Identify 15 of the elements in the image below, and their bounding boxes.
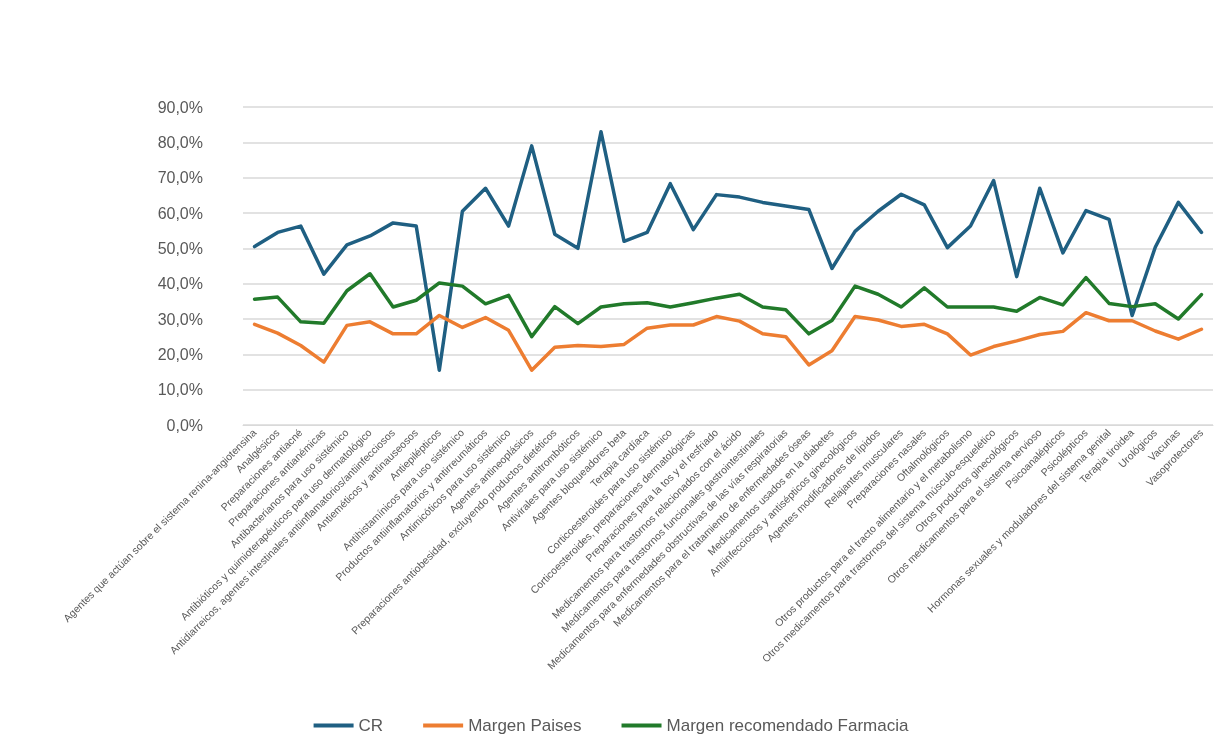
y-tick-label: 10,0% xyxy=(157,381,203,399)
legend-label: Margen Paises xyxy=(468,716,582,735)
y-tick-label: 60,0% xyxy=(157,204,203,222)
legend-label: CR xyxy=(358,716,384,735)
legend-label: Margen recomendado Farmacia xyxy=(666,716,909,735)
y-tick-label: 90,0% xyxy=(157,98,203,116)
y-tick-label: 80,0% xyxy=(157,133,203,151)
line-series xyxy=(252,310,1204,372)
line-series xyxy=(252,129,1204,372)
y-tick-label: 20,0% xyxy=(157,345,203,363)
y-tick-label: 70,0% xyxy=(157,169,203,187)
y-tick-label: 40,0% xyxy=(157,275,203,293)
line-series xyxy=(252,272,1204,339)
y-tick-label: 50,0% xyxy=(157,239,203,257)
y-tick-label: 30,0% xyxy=(157,310,203,328)
